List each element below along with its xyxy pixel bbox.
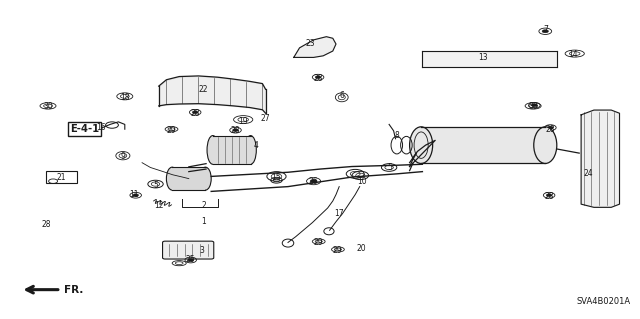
Text: 13: 13 (478, 53, 488, 62)
Circle shape (315, 76, 321, 79)
Text: 28: 28 (231, 126, 240, 135)
Text: 12: 12 (154, 201, 163, 210)
Text: 27: 27 (260, 114, 271, 122)
Bar (46, 171, 77, 183)
Text: 14: 14 (568, 50, 578, 59)
Circle shape (192, 111, 198, 114)
Text: 28: 28 (191, 109, 200, 118)
Text: 5: 5 (387, 163, 392, 172)
Text: 3: 3 (199, 246, 204, 255)
Text: 4: 4 (253, 141, 259, 150)
Text: 26: 26 (308, 177, 319, 186)
Text: 15: 15 (271, 173, 282, 182)
Text: 6: 6 (340, 91, 345, 100)
Circle shape (233, 129, 238, 132)
Text: 20: 20 (356, 244, 367, 253)
Text: 18: 18 (120, 93, 129, 102)
Text: 28: 28 (545, 192, 554, 201)
Ellipse shape (244, 136, 256, 164)
Ellipse shape (410, 127, 433, 163)
Circle shape (548, 126, 553, 129)
Bar (421, 127, 545, 163)
Text: 28: 28 (314, 74, 323, 83)
Bar (172, 167, 205, 190)
Bar (212, 136, 251, 164)
Circle shape (531, 104, 538, 107)
Text: 19: 19 (238, 117, 248, 126)
Text: 23: 23 (305, 39, 316, 48)
Text: 22: 22 (199, 85, 208, 94)
Text: 30: 30 (43, 102, 53, 111)
Text: 25: 25 (186, 256, 196, 264)
Text: 21: 21 (56, 173, 65, 182)
Text: E-4-1: E-4-1 (70, 124, 99, 134)
Text: 10: 10 (356, 177, 367, 186)
Text: 5: 5 (153, 181, 158, 189)
Text: 29: 29 (313, 238, 323, 247)
Circle shape (310, 179, 317, 183)
Ellipse shape (534, 127, 557, 163)
Text: 8: 8 (394, 131, 399, 140)
Text: 17: 17 (334, 209, 344, 218)
Text: 29: 29 (332, 246, 342, 255)
Text: 28: 28 (42, 220, 51, 229)
Polygon shape (581, 110, 620, 207)
Circle shape (547, 194, 552, 197)
Ellipse shape (207, 136, 219, 164)
Text: 16: 16 (96, 123, 106, 132)
Circle shape (133, 194, 139, 197)
Text: 11: 11 (130, 190, 139, 199)
Text: 24: 24 (584, 169, 594, 178)
Text: 1: 1 (201, 217, 206, 226)
Text: 29: 29 (166, 126, 177, 135)
Text: 30: 30 (528, 102, 538, 111)
Text: 2: 2 (201, 201, 206, 210)
Text: SVA4B0201A: SVA4B0201A (576, 297, 630, 306)
Ellipse shape (166, 167, 178, 190)
FancyBboxPatch shape (163, 241, 214, 259)
Circle shape (542, 30, 548, 33)
Text: 28: 28 (546, 125, 555, 134)
Polygon shape (294, 37, 336, 57)
Circle shape (188, 258, 193, 262)
Text: FR.: FR. (64, 285, 83, 295)
Text: 7: 7 (543, 25, 548, 34)
Text: 9: 9 (120, 152, 125, 161)
Ellipse shape (200, 167, 211, 190)
